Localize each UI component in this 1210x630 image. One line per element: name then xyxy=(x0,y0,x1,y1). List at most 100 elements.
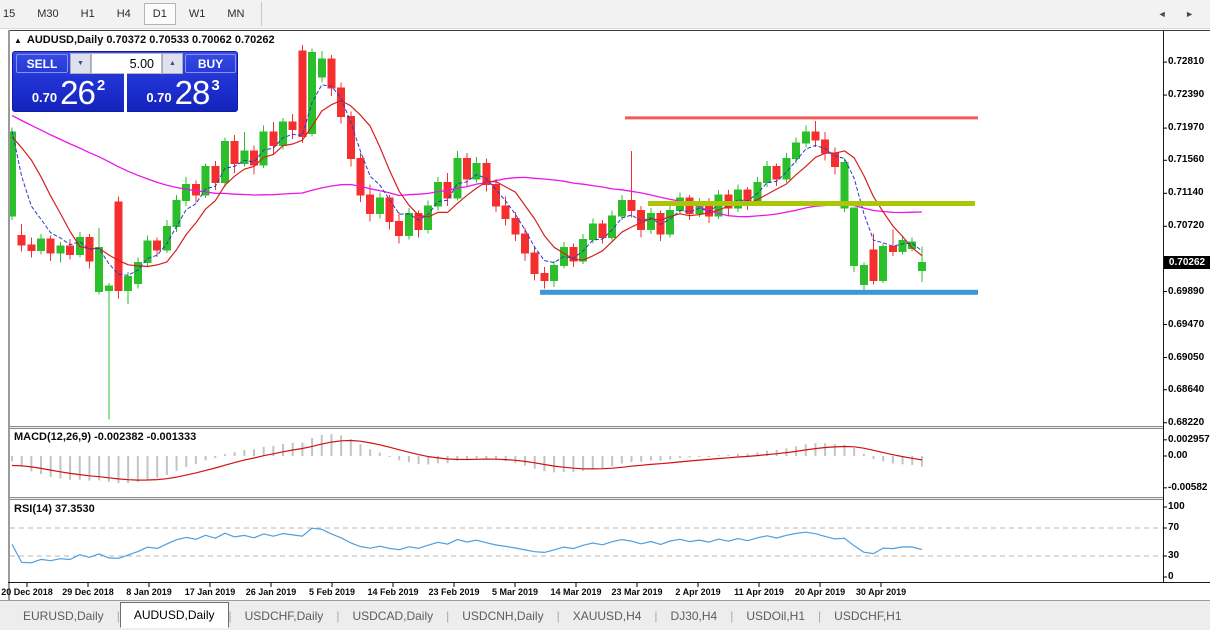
timeframe-button-h1[interactable]: H1 xyxy=(80,8,95,20)
rsi-indicator-label: RSI(14) 37.3530 xyxy=(14,503,95,515)
macd-panel-splitter[interactable] xyxy=(10,426,1163,429)
chart-tab-dj30-h4[interactable]: DJ30,H4 xyxy=(670,608,718,623)
chart-bottom-border xyxy=(8,582,1210,583)
chart-tab-bar: EURUSD,Daily | AUDUSD,Daily | USDCHF,Daily | U… xyxy=(0,600,1210,630)
sell-price-point: 2 xyxy=(96,77,106,94)
sell-price-base: 0.70 xyxy=(31,90,58,105)
tab-scroll-arrows: ◄ ► xyxy=(1158,9,1202,19)
current-price-tag: 0.70262 xyxy=(1164,256,1210,269)
support-resistance-line[interactable] xyxy=(625,116,978,120)
price-axis-label: 0.69890 xyxy=(1168,285,1205,297)
buy-quote[interactable]: 0.70 28 3 xyxy=(127,74,239,111)
price-axis-separator xyxy=(1163,31,1164,583)
date-axis-label: 5 Feb 2019 xyxy=(308,587,356,597)
price-axis-label: 0.72390 xyxy=(1168,89,1205,101)
timeframe-toolbar: 15 M30 H1 H4 D1 W1 MN xyxy=(0,0,1210,29)
rsi-panel-splitter[interactable] xyxy=(10,497,1163,500)
tab-separator: | xyxy=(336,608,340,623)
chart-tab-audusd-daily[interactable]: AUDUSD,Daily xyxy=(119,601,229,628)
one-click-trading-panel: SELL ▼ 5.00 ▲ BUY 0.70 26 2 0.70 28 3 xyxy=(12,51,239,113)
tab-separator: | xyxy=(730,608,734,623)
tab-separator: | xyxy=(446,608,450,623)
macd-panel[interactable] xyxy=(11,434,923,484)
chart-tab-usdchf-h1[interactable]: USDCHF,H1 xyxy=(834,608,902,623)
chart-tab-xauusd-h4[interactable]: XAUUSD,H4 xyxy=(572,608,642,623)
sell-quote[interactable]: 0.70 26 2 xyxy=(13,74,124,111)
date-axis-label: 30 Apr 2019 xyxy=(855,587,907,597)
macd-indicator-label: MACD(12,26,9) -0.002382 -0.001333 xyxy=(14,431,197,443)
sell-button[interactable]: SELL xyxy=(16,54,68,73)
date-axis-label: 14 Mar 2019 xyxy=(550,587,602,597)
price-axis-label: 0.70720 xyxy=(1168,220,1205,232)
chevron-down-icon: ▼ xyxy=(77,60,84,67)
rsi-panel[interactable] xyxy=(10,527,1163,564)
chart-tab-usdcad-daily[interactable]: USDCAD,Daily xyxy=(352,608,434,623)
volume-input[interactable]: 5.00 xyxy=(91,53,162,74)
tab-separator: | xyxy=(556,608,560,623)
buy-price-base: 0.70 xyxy=(146,90,172,105)
price-axis-label: 0.72810 xyxy=(1168,56,1205,68)
sell-price-pips: 26 xyxy=(60,73,96,111)
tab-separator: | xyxy=(116,608,120,623)
chevron-up-icon: ▲ xyxy=(169,60,176,67)
price-axis-label: 0.69050 xyxy=(1168,351,1205,363)
timeframe-button-mn[interactable]: MN xyxy=(227,8,245,20)
date-axis-label: 20 Apr 2019 xyxy=(794,587,846,597)
chart-window-left-border xyxy=(8,30,10,600)
timeframe-button-w1[interactable]: W1 xyxy=(188,8,206,20)
support-resistance-line[interactable] xyxy=(540,289,978,295)
tab-separator: | xyxy=(228,608,232,623)
timeframe-button-m30[interactable]: M30 xyxy=(37,8,59,20)
date-axis-label: 23 Feb 2019 xyxy=(428,587,480,597)
macd-axis-label: 0.002957 xyxy=(1168,433,1210,445)
chart-tab-usdoil-h1[interactable]: USDOil,H1 xyxy=(746,608,806,623)
chart-title: ▲ AUDUSD,Daily 0.70372 0.70533 0.70062 0… xyxy=(14,34,275,46)
chart-tab-eurusd-daily[interactable]: EURUSD,Daily xyxy=(23,608,104,623)
date-axis-label: 23 Mar 2019 xyxy=(611,587,663,597)
timeframe-button-15[interactable]: 15 xyxy=(3,8,16,20)
chart-tab-usdcnh-daily[interactable]: USDCNH,Daily xyxy=(462,608,544,623)
tab-scroll-left-icon[interactable]: ◄ xyxy=(1157,9,1175,19)
macd-axis-label: 0.00 xyxy=(1168,450,1188,461)
rsi-axis-label: 100 xyxy=(1168,501,1185,512)
date-axis-label: 17 Jan 2019 xyxy=(184,587,236,597)
toolbar-separator xyxy=(261,2,263,26)
buy-button[interactable]: BUY xyxy=(185,54,236,73)
tab-separator: | xyxy=(654,608,658,623)
buy-price-pips: 28 xyxy=(174,73,211,111)
price-axis-label: 0.68220 xyxy=(1168,416,1205,428)
main-chart-panel[interactable] xyxy=(9,44,979,420)
price-axis-label: 0.69470 xyxy=(1168,318,1205,330)
price-axis-label: 0.71560 xyxy=(1168,154,1205,166)
tab-separator: | xyxy=(818,608,822,623)
price-axis-label: 0.71140 xyxy=(1168,187,1204,199)
tab-scroll-right-icon[interactable]: ► xyxy=(1185,9,1202,19)
timeframe-button-d1[interactable]: D1 xyxy=(143,3,176,25)
chart-window-top-border xyxy=(8,30,1210,31)
quote-divider xyxy=(124,72,127,113)
volume-decrease-button[interactable]: ▼ xyxy=(70,53,91,74)
buy-price-point: 3 xyxy=(211,77,220,94)
support-resistance-line[interactable] xyxy=(648,201,975,207)
collapse-triangle-icon[interactable]: ▲ xyxy=(14,35,22,45)
rsi-axis-label: 0 xyxy=(1168,571,1174,582)
date-axis-label: 5 Mar 2019 xyxy=(491,587,539,597)
rsi-axis-label: 70 xyxy=(1168,522,1180,533)
date-axis-label: 29 Dec 2018 xyxy=(62,587,114,597)
volume-increase-button[interactable]: ▲ xyxy=(162,53,183,74)
macd-axis-label: -0.00582 xyxy=(1168,481,1208,493)
date-axis-label: 8 Jan 2019 xyxy=(126,587,172,597)
rsi-axis-label: 30 xyxy=(1168,550,1180,561)
timeframe-button-h4[interactable]: H4 xyxy=(116,8,131,20)
price-axis-label: 0.71970 xyxy=(1168,122,1205,134)
symbol-ohlc-title: AUDUSD,Daily 0.70372 0.70533 0.70062 0.7… xyxy=(26,34,275,46)
date-axis-label: 26 Jan 2019 xyxy=(245,587,297,597)
date-axis-label: 20 Dec 2018 xyxy=(1,587,53,597)
date-axis-label: 2 Apr 2019 xyxy=(675,587,721,597)
date-axis-label: 11 Apr 2019 xyxy=(734,587,784,597)
date-axis-label: 14 Feb 2019 xyxy=(367,587,419,597)
chart-tab-usdchf-daily[interactable]: USDCHF,Daily xyxy=(244,608,324,623)
price-axis-label: 0.68640 xyxy=(1168,383,1205,395)
